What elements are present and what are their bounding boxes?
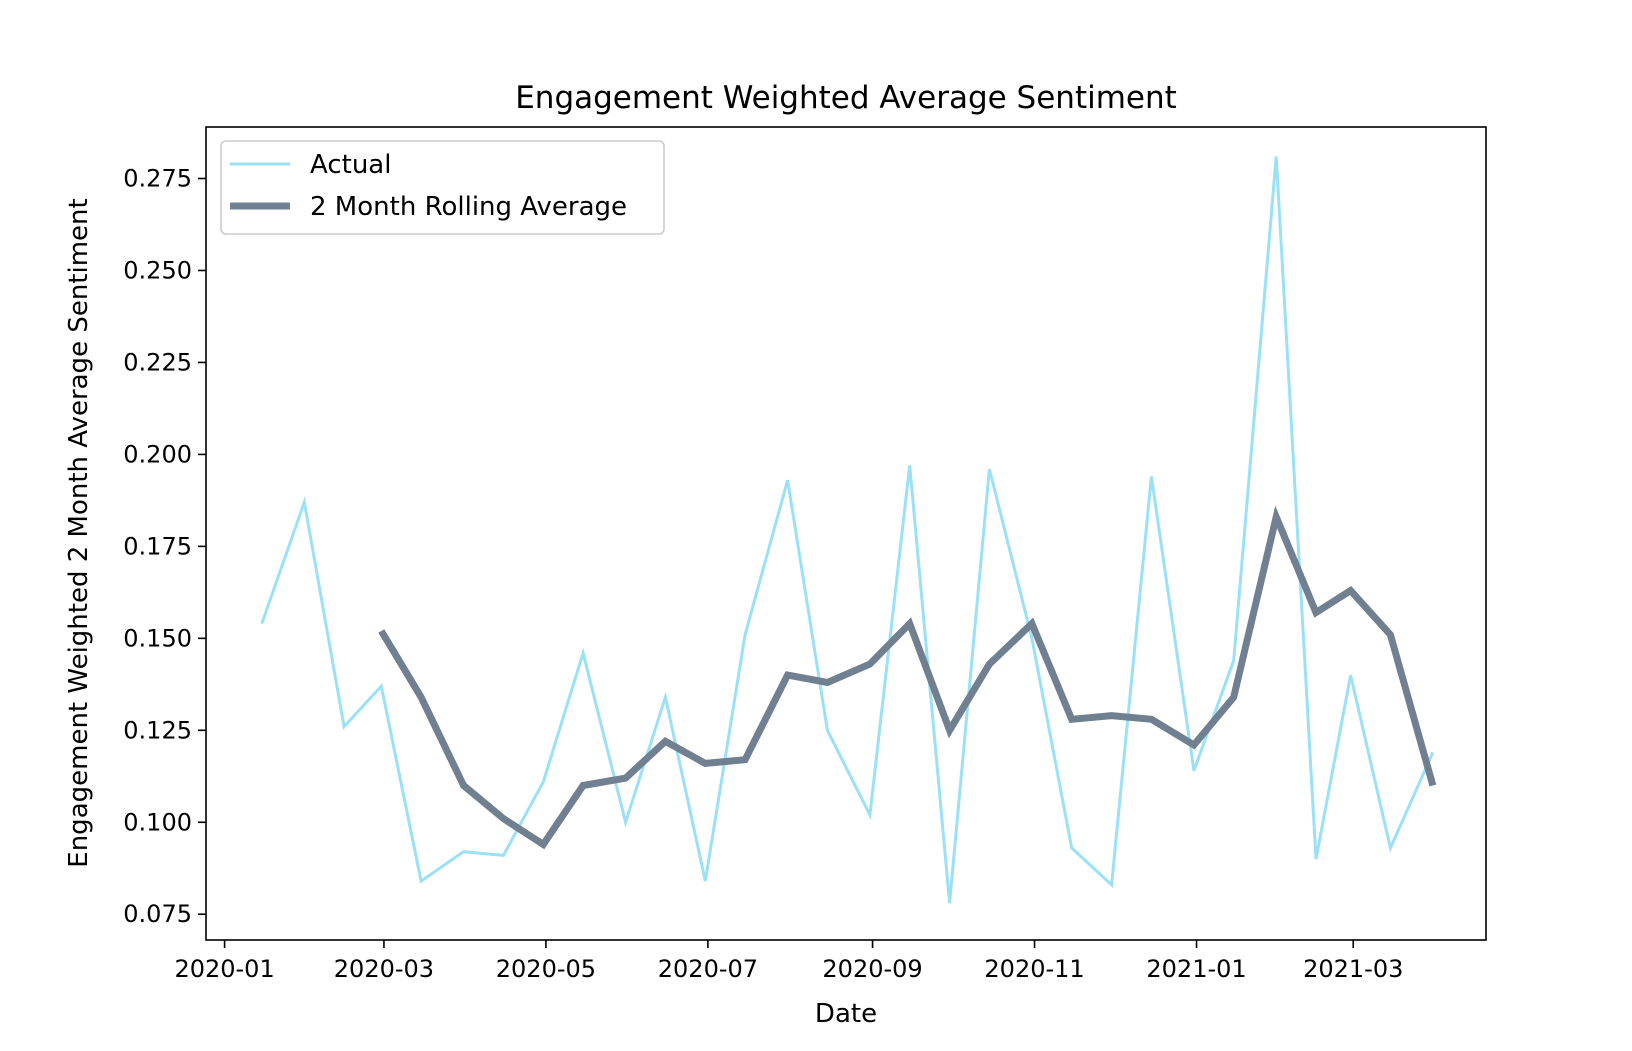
x-tick-label: 2021-03	[1303, 955, 1403, 983]
plot-lines	[260, 156, 1437, 904]
x-tick-label: 2020-05	[496, 955, 596, 983]
y-tick-label: 0.200	[123, 440, 192, 468]
x-tick-label: 2020-11	[984, 955, 1084, 983]
x-tick-label: 2021-01	[1146, 955, 1246, 983]
y-axis: 0.075 0.100 0.125 0.150 0.175 0.200 0.225 0.250…	[123, 165, 206, 928]
y-tick-label: 0.225	[123, 348, 192, 376]
y-tick-label: 0.250	[123, 256, 192, 284]
legend-box	[220, 140, 665, 235]
y-tick-label: 0.125	[123, 716, 192, 744]
series-line-0	[260, 156, 1435, 904]
x-tick-label: 2020-07	[658, 955, 758, 983]
chart-title: Engagement Weighted Average Sentiment	[515, 80, 1177, 116]
y-tick-label: 0.075	[123, 900, 192, 928]
plot-frame	[205, 126, 1487, 941]
x-axis: 2020-01 2020-03 2020-05 2020-07 2020-09 2020-…	[174, 940, 1403, 983]
y-tick-label: 0.150	[123, 624, 192, 652]
x-axis-title: Date	[815, 999, 877, 1029]
series-line-1	[378, 505, 1437, 850]
legend-label-actual: Actual	[310, 150, 391, 180]
legend: Actual 2 Month Rolling Average	[220, 140, 665, 235]
legend-label-rolling-average: 2 Month Rolling Average	[310, 192, 627, 222]
y-tick-label: 0.100	[123, 808, 192, 836]
y-axis-title: Engagement Weighted 2 Month Average Sent…	[64, 198, 94, 867]
y-tick-label: 0.175	[123, 532, 192, 560]
x-tick-label: 2020-01	[174, 955, 274, 983]
x-tick-label: 2020-03	[334, 955, 434, 983]
y-tick-label: 0.275	[123, 165, 192, 193]
x-tick-label: 2020-09	[822, 955, 922, 983]
